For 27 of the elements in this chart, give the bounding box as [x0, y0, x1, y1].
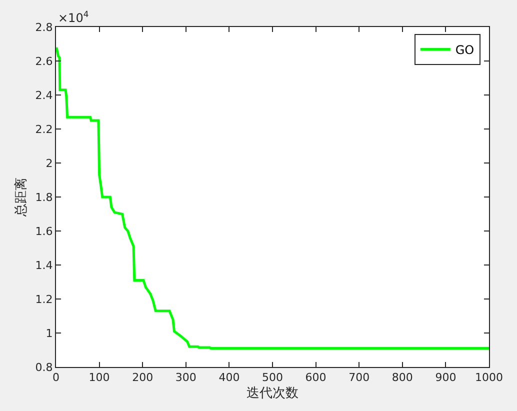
y-tick-label: 2.4	[35, 88, 53, 102]
x-tick-label: 0	[52, 371, 60, 384]
x-tick-label: 1000	[475, 371, 503, 384]
y-tick-label: 2	[46, 156, 53, 170]
y-tick-label: 0.8	[35, 360, 53, 374]
x-tick-label: 300	[175, 371, 196, 384]
line-series	[56, 46, 489, 350]
y-tick-label: 2.6	[35, 54, 53, 68]
x-tick-label: 600	[305, 371, 326, 384]
legend-label: GO	[455, 42, 474, 57]
y-tick-label: 1.2	[35, 292, 53, 306]
x-tick-label: 700	[348, 371, 370, 384]
x-tick-label: 800	[392, 371, 413, 384]
y-tick-label: 1.4	[35, 258, 53, 272]
x-tick-label: 400	[218, 371, 240, 384]
x-tick-label: 200	[132, 371, 154, 384]
y-tick-label: 1.6	[35, 224, 53, 238]
x-tick-label: 900	[435, 371, 456, 384]
y-tick-label: 2.8	[35, 20, 53, 34]
x-tick-label: 500	[262, 371, 283, 384]
y-tick-label: 2.2	[35, 122, 53, 136]
y-tick-label: 1.8	[35, 190, 53, 204]
y-axis-title: 总距离	[13, 178, 30, 218]
y-tick-label: 1	[46, 326, 53, 340]
x-axis-title: 迭代次数	[246, 386, 298, 401]
x-tick-label: 100	[88, 371, 110, 384]
text: ×10$^{4}$	[58, 9, 89, 26]
